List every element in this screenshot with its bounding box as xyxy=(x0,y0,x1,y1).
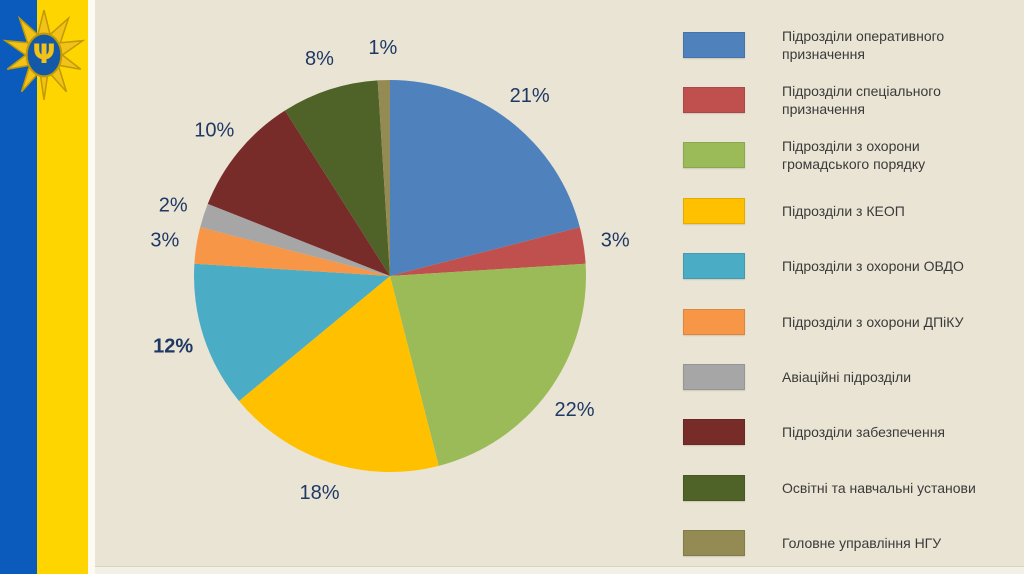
pie-slice-label: 10% xyxy=(194,120,234,142)
pie-slice-label: 12% xyxy=(153,336,193,358)
legend-swatch xyxy=(683,530,745,557)
pie-slice-label: 8% xyxy=(305,48,334,70)
legend-item: Підрозділи з КЕОП xyxy=(683,183,1013,238)
national-guard-emblem-icon: Ψ xyxy=(2,9,86,101)
pie-slice xyxy=(284,80,390,276)
pie-slice xyxy=(390,227,586,276)
pie-slice xyxy=(390,263,586,466)
pie-slice xyxy=(390,80,580,276)
legend-swatch xyxy=(683,31,745,58)
pie-slice xyxy=(377,80,390,276)
legend-item: Головне управління НГУ xyxy=(683,516,1013,571)
pie-slice xyxy=(200,203,390,276)
legend-item: Підрозділи з охорони громадського порядк… xyxy=(683,128,1013,183)
ukraine-flag-sidebar: Ψ xyxy=(0,0,95,574)
pie-slice xyxy=(194,263,390,401)
flag-edge-divider xyxy=(88,0,95,574)
legend-swatch xyxy=(683,87,745,114)
pie-slice-label: 22% xyxy=(554,399,594,421)
pie-slice-label: 21% xyxy=(510,85,550,107)
chart-legend: Підрозділи оперативного призначення Підро… xyxy=(683,17,1013,571)
legend-label: Підрозділи з КЕОП xyxy=(782,202,905,219)
legend-label: Головне управління НГУ xyxy=(782,535,942,552)
legend-swatch xyxy=(683,142,745,169)
pie-slice-label: 3% xyxy=(601,229,630,251)
legend-label: Підрозділи забезпечення xyxy=(782,424,946,441)
pie-slice xyxy=(194,227,390,276)
legend-swatch xyxy=(683,419,745,446)
flag-yellow-stripe xyxy=(37,0,88,574)
svg-text:Ψ: Ψ xyxy=(33,39,56,70)
pie-slice-label: 18% xyxy=(299,482,339,504)
flag-blue-stripe xyxy=(0,0,37,574)
pie-chart: 21% 3% 22% 18% 12% 3% 2% 10% 8% 1% xyxy=(150,37,630,504)
legend-label: Освітні та навчальні установи xyxy=(782,479,976,496)
legend-item: Підрозділи з охорони ДПіКУ xyxy=(683,294,1013,349)
legend-swatch xyxy=(683,474,745,501)
pie-slice xyxy=(207,110,390,276)
legend-label: Підрозділи з охорони громадського порядк… xyxy=(782,138,926,173)
legend-label: Авіаційні підрозділи xyxy=(782,368,912,385)
legend-label: Підрозділи оперативного призначення xyxy=(782,27,945,62)
slide-bottom-strip xyxy=(95,566,1024,574)
legend-item: Підрозділи спеціального призначення xyxy=(683,72,1013,127)
legend-swatch xyxy=(683,364,745,391)
legend-label: Підрозділи з охорони ДПіКУ xyxy=(782,313,964,330)
legend-item: Освітні та навчальні установи xyxy=(683,460,1013,515)
legend-swatch xyxy=(683,253,745,280)
pie-slice-label: 3% xyxy=(150,229,179,251)
legend-item: Підрозділи оперативного призначення xyxy=(683,17,1013,72)
legend-swatch xyxy=(683,308,745,335)
legend-item: Підрозділи з охорони ОВДО xyxy=(683,239,1013,294)
pie-slice xyxy=(238,276,439,472)
legend-label: Підрозділи спеціального призначення xyxy=(782,82,941,118)
pie-slice-label: 1% xyxy=(368,37,397,59)
legend-label: Підрозділи з охорони ОВДО xyxy=(782,258,964,275)
legend-swatch xyxy=(683,197,745,224)
legend-item: Авіаційні підрозділи xyxy=(683,349,1013,404)
legend-item: Підрозділи забезпечення xyxy=(683,405,1013,460)
pie-slice-label: 2% xyxy=(159,195,188,217)
